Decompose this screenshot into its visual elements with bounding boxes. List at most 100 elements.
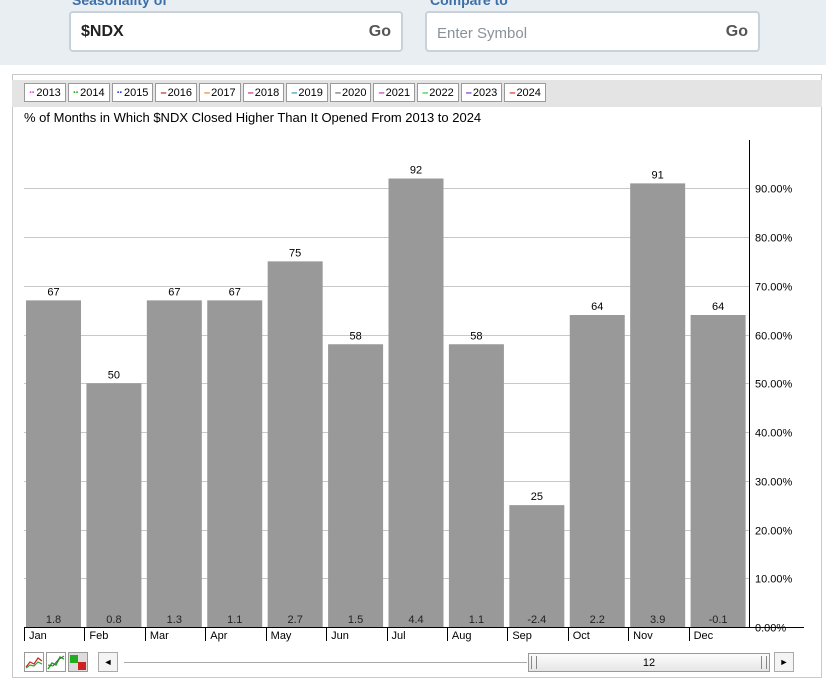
bar-value-label: 64 <box>591 301 603 313</box>
y-tick-label: 40.00% <box>755 428 793 440</box>
scroll-right-button[interactable]: ► <box>774 652 794 672</box>
legend-swatch: – <box>160 86 166 99</box>
y-tick-label: 30.00% <box>755 477 793 489</box>
scroll-value: 12 <box>642 656 656 669</box>
bar-value-label: 92 <box>410 165 422 177</box>
scroll-left-button[interactable]: ◄ <box>98 652 118 672</box>
avg-change-label: -2.4 <box>527 614 546 626</box>
symbol-input[interactable]: $NDX Go <box>69 11 403 52</box>
y-tick-label: 80.00% <box>755 233 793 245</box>
legend-item-2018[interactable]: –2018 <box>242 83 285 102</box>
legend-swatch: ·· <box>72 86 79 99</box>
go-button[interactable]: Go <box>368 23 391 40</box>
y-tick-label: 20.00% <box>755 526 793 538</box>
legend-item-2020[interactable]: –2020 <box>329 83 372 102</box>
line-chart-icon[interactable] <box>24 652 44 672</box>
compare-go-button[interactable]: Go <box>725 23 748 40</box>
avg-change-label: 4.4 <box>408 614 423 626</box>
y-tick-label: 50.00% <box>755 379 793 391</box>
x-tick-label: Apr <box>210 630 227 642</box>
avg-change-label: 2.7 <box>288 614 303 626</box>
legend-swatch: – <box>204 86 210 99</box>
legend-item-2021[interactable]: –2021 <box>373 83 416 102</box>
multi-line-icon[interactable] <box>46 652 66 672</box>
symbol-value: $NDX <box>81 23 124 40</box>
bar-value-label: 58 <box>349 330 361 342</box>
x-tick-label: Oct <box>573 630 590 642</box>
bar-value-label: 67 <box>229 286 241 298</box>
compare-input[interactable]: Enter Symbol Go <box>425 11 760 52</box>
bar-value-label: 50 <box>108 369 120 381</box>
legend-swatch: – <box>465 86 472 99</box>
legend-swatch: ·· <box>29 86 35 99</box>
avg-change-label: 1.3 <box>167 614 182 626</box>
legend-swatch: ·· <box>116 86 123 99</box>
thumb-grip-left[interactable] <box>531 656 537 669</box>
avg-change-label: 1.8 <box>46 614 61 626</box>
compare-placeholder: Enter Symbol <box>437 25 528 42</box>
bar-sep <box>509 505 565 627</box>
legend-label: 2023 <box>472 86 498 99</box>
avg-change-label: 3.9 <box>650 614 665 626</box>
legend-label: 2024 <box>516 86 541 99</box>
legend-label: 2018 <box>254 86 280 99</box>
legend-item-2024[interactable]: –2024 <box>504 83 546 102</box>
legend-item-2019[interactable]: –2019 <box>286 83 328 102</box>
bar-value-label: 67 <box>47 286 59 298</box>
x-tick-label: Jun <box>331 630 349 642</box>
legend-label: 2022 <box>429 86 454 99</box>
y-tick-label: 0.00% <box>755 623 786 635</box>
legend-item-2013[interactable]: ·· 2013 <box>24 83 66 102</box>
x-tick-label: Sep <box>512 630 532 642</box>
scroll-track[interactable] <box>124 662 527 663</box>
legend-item-2015[interactable]: ·· 2015 <box>111 83 154 102</box>
scroll-thumb[interactable]: 12 <box>528 653 770 672</box>
y-tick-label: 70.00% <box>755 282 793 294</box>
legend-label: 2013 <box>36 86 61 99</box>
avg-change-label: -0.1 <box>709 614 728 626</box>
legend-item-2017[interactable]: –2017 <box>199 83 241 102</box>
legend-item-2016[interactable]: –2016 <box>155 83 198 102</box>
legend-item-2014[interactable]: ·· 2014 <box>67 83 110 102</box>
legend-label: 2014 <box>80 86 105 99</box>
bar-value-label: 75 <box>289 247 301 259</box>
chart-title: % of Months in Which $NDX Closed Higher … <box>24 110 482 125</box>
y-tick-label: 60.00% <box>755 331 793 343</box>
avg-change-label: 1.1 <box>227 614 242 626</box>
x-tick-label: Mar <box>150 630 169 642</box>
seasonality-label: Seasonality of <box>72 0 167 8</box>
legend-item-2023[interactable]: –2023 <box>460 83 503 102</box>
bar-value-label: 25 <box>531 491 543 503</box>
x-tick-label: Aug <box>452 630 472 642</box>
bar-nov <box>630 183 686 627</box>
x-tick-label: Nov <box>633 630 653 642</box>
legend-swatch: – <box>291 86 297 99</box>
y-tick-label: 90.00% <box>755 184 793 196</box>
bar-jul <box>388 178 444 627</box>
x-tick-label: Jan <box>29 630 47 642</box>
bar-aug <box>448 344 504 627</box>
bar-jan <box>26 300 81 627</box>
compare-label: Compare to <box>430 0 508 8</box>
x-tick-label: May <box>271 630 292 642</box>
legend-swatch: – <box>334 86 341 99</box>
legend-item-2022[interactable]: –2022 <box>417 83 459 102</box>
legend-label: 2015 <box>123 86 149 99</box>
bar-value-label: 58 <box>470 330 482 342</box>
legend-label: 2017 <box>211 86 236 99</box>
thumb-grip-right[interactable] <box>761 656 767 669</box>
bar-value-label: 64 <box>712 301 724 313</box>
bar-value-label: 67 <box>168 286 180 298</box>
year-legend: ·· 2013 ·· 2014 ·· 2015–2016–2017–2018–2019–2… <box>24 83 546 102</box>
bar-dec <box>690 315 746 627</box>
bar-value-label: 91 <box>652 169 664 181</box>
legend-swatch: – <box>378 86 384 99</box>
legend-label: 2020 <box>342 86 367 99</box>
bar-chart-icon[interactable] <box>68 652 88 672</box>
bar-apr <box>207 300 263 627</box>
bar-mar <box>146 300 202 627</box>
bar-jun <box>328 344 384 627</box>
legend-label: 2021 <box>385 86 411 99</box>
legend-swatch: – <box>509 86 515 99</box>
avg-change-label: 1.5 <box>348 614 363 626</box>
